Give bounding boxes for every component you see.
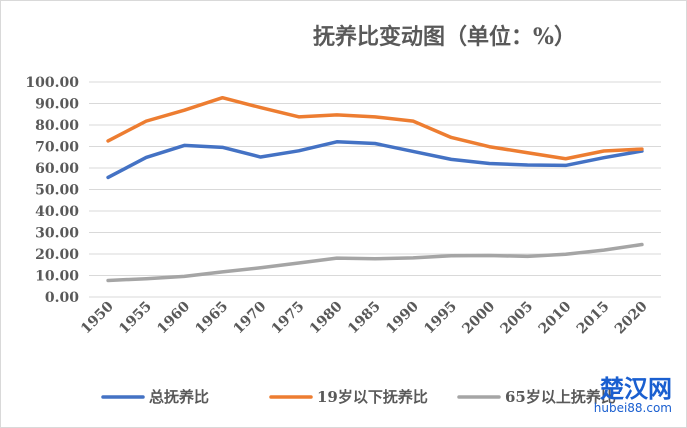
y-tick-label: 20.00: [35, 247, 79, 263]
x-tick-label: 2020: [612, 298, 651, 337]
y-tick-label: 0.00: [45, 290, 79, 306]
x-tick-label: 2015: [574, 299, 613, 338]
x-tick-label: 2010: [536, 298, 575, 337]
x-tick-label: 1975: [269, 299, 308, 338]
series-line-3: [106, 242, 644, 283]
y-tick-label: 70.00: [35, 140, 79, 156]
y-tick-label: 100.00: [25, 75, 79, 91]
legend-label: 总抚养比: [149, 388, 209, 406]
y-tick-label: 80.00: [35, 118, 79, 134]
y-tick-label: 10.00: [35, 269, 79, 285]
x-tick-label: 1950: [78, 298, 117, 337]
watermark-brand: 楚汉网: [600, 375, 672, 403]
x-tick-label: 1990: [383, 298, 422, 337]
chart-title: 抚养比变动图（单位：%）: [313, 24, 576, 50]
y-tick-label: 90.00: [35, 97, 79, 113]
x-tick-label: 1965: [192, 299, 231, 338]
x-tick-label: 1955: [116, 299, 155, 338]
watermark-logo: 楚汉网 hubei88.com: [594, 377, 672, 415]
legend-label: 65岁以上抚养比: [505, 388, 616, 406]
x-tick-label: 1960: [154, 298, 193, 337]
y-tick-label: 60.00: [35, 161, 79, 177]
watermark-domain: hubei88.com: [593, 401, 672, 415]
legend-label: 19岁以下抚养比: [317, 388, 428, 406]
y-tick-label: 50.00: [35, 183, 79, 199]
x-tick-label: 1980: [307, 298, 346, 337]
y-tick-label: 40.00: [35, 204, 79, 220]
x-tick-label: 1970: [231, 298, 270, 337]
x-tick-label: 2005: [497, 299, 536, 338]
series-line-1: [106, 140, 644, 180]
series-line-2: [106, 95, 644, 161]
x-tick-label: 1985: [345, 299, 384, 338]
y-tick-label: 30.00: [35, 226, 79, 242]
x-tick-label: 1995: [421, 299, 460, 338]
x-tick-label: 2000: [459, 298, 498, 337]
